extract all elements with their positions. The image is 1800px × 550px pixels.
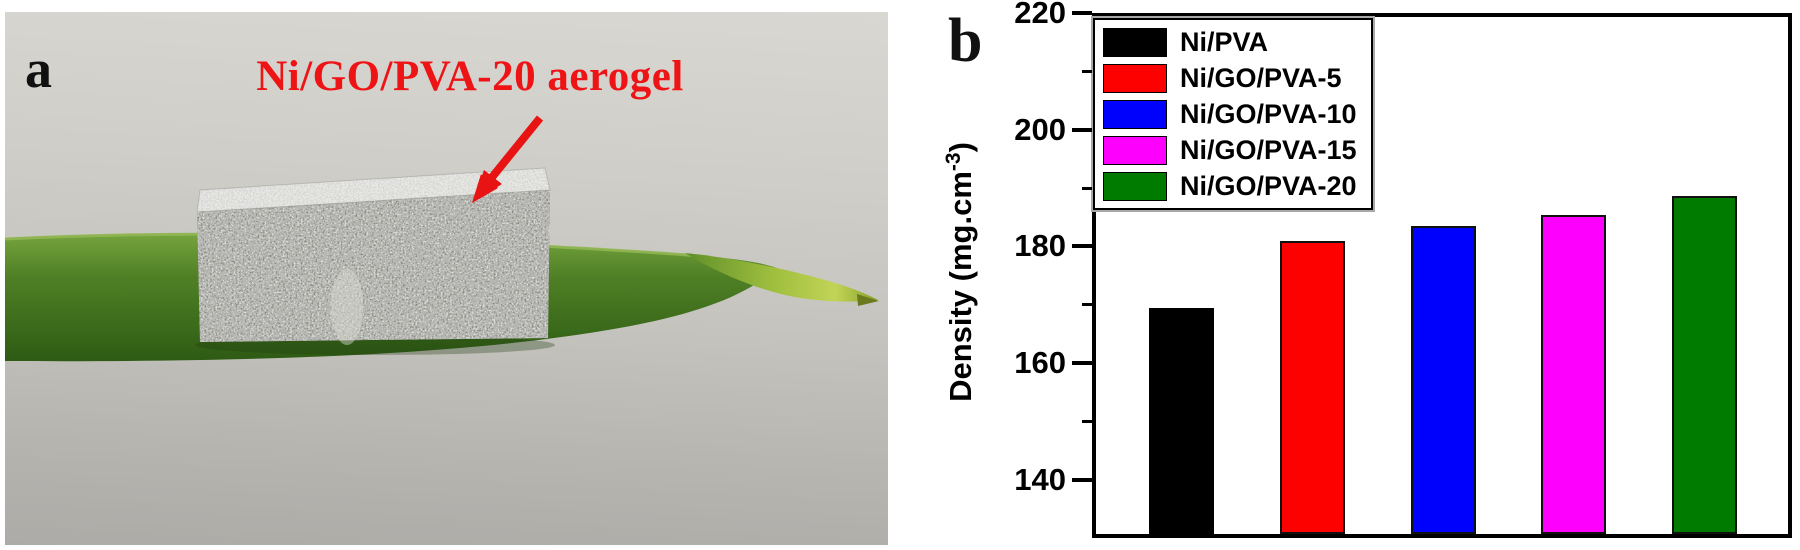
y-minor-tick (1082, 419, 1092, 423)
legend-item: Ni/GO/PVA-20 (1103, 168, 1363, 204)
bar-Ni/GO/PVA-10 (1410, 225, 1476, 534)
plot-inner (1096, 17, 1788, 534)
annotation-arrow (472, 115, 544, 203)
legend-item: Ni/GO/PVA-5 (1103, 60, 1363, 96)
y-major-tick (1072, 244, 1092, 249)
legend-label: Ni/GO/PVA-15 (1180, 135, 1357, 165)
y-major-tick (1072, 477, 1092, 482)
y-major-tick (1072, 361, 1092, 365)
panel-b-label: b (948, 7, 983, 75)
y-tick-label: 180 (1014, 228, 1066, 264)
legend-label: Ni/GO/PVA-10 (1180, 99, 1357, 129)
bar-Ni/GO/PVA-5 (1279, 241, 1345, 534)
legend-swatch (1103, 99, 1167, 129)
bar-Ni/GO/PVA-20 (1672, 195, 1737, 534)
legend-item: Ni/GO/PVA-15 (1103, 132, 1363, 168)
legend-swatch (1103, 171, 1167, 201)
y-axis-title-text: Density (mg.cm (943, 171, 978, 402)
photo-annotation-text: Ni/GO/PVA-20 aerogel (256, 53, 684, 100)
chart-legend: Ni/PVA Ni/GO/PVA-5 Ni/GO/PVA-10 Ni/GO/PVA-1… (1093, 18, 1373, 210)
legend-swatch (1103, 27, 1167, 57)
legend-swatch (1103, 135, 1167, 165)
leaf-tip (857, 294, 879, 306)
legend-swatch (1103, 63, 1167, 93)
legend-item: Ni/PVA (1103, 24, 1363, 60)
y-axis-title: Density (mg.cm-3) (942, 142, 979, 402)
y-major-tick (1072, 127, 1092, 132)
y-major-tick (1072, 11, 1092, 15)
plot-area (1092, 13, 1792, 538)
y-tick-label: 140 (1014, 461, 1066, 497)
panel-a-photo: a Ni/GO/PVA-20 aerogel (5, 12, 888, 545)
y-axis-title-close: ) (943, 142, 978, 153)
y-minor-tick (1082, 186, 1092, 190)
y-minor-tick (1082, 303, 1092, 307)
y-axis-title-superscript: -3 (942, 152, 965, 172)
panel-a-label: a (25, 39, 52, 99)
bar-Ni/GO/PVA-15 (1541, 215, 1607, 534)
y-minor-tick (1082, 69, 1092, 73)
aerogel-block (196, 167, 551, 345)
y-tick-label: 220 (1014, 0, 1066, 30)
y-tick-label: 160 (1014, 345, 1066, 380)
legend-item: Ni/GO/PVA-10 (1103, 96, 1363, 132)
legend-label: Ni/PVA (1180, 27, 1269, 57)
legend-label: Ni/GO/PVA-20 (1180, 171, 1357, 201)
y-tick-label: 200 (1014, 111, 1066, 147)
bar-Ni/PVA (1149, 308, 1214, 534)
photo-illustration (5, 115, 879, 362)
legend-label: Ni/GO/PVA-5 (1180, 63, 1342, 93)
